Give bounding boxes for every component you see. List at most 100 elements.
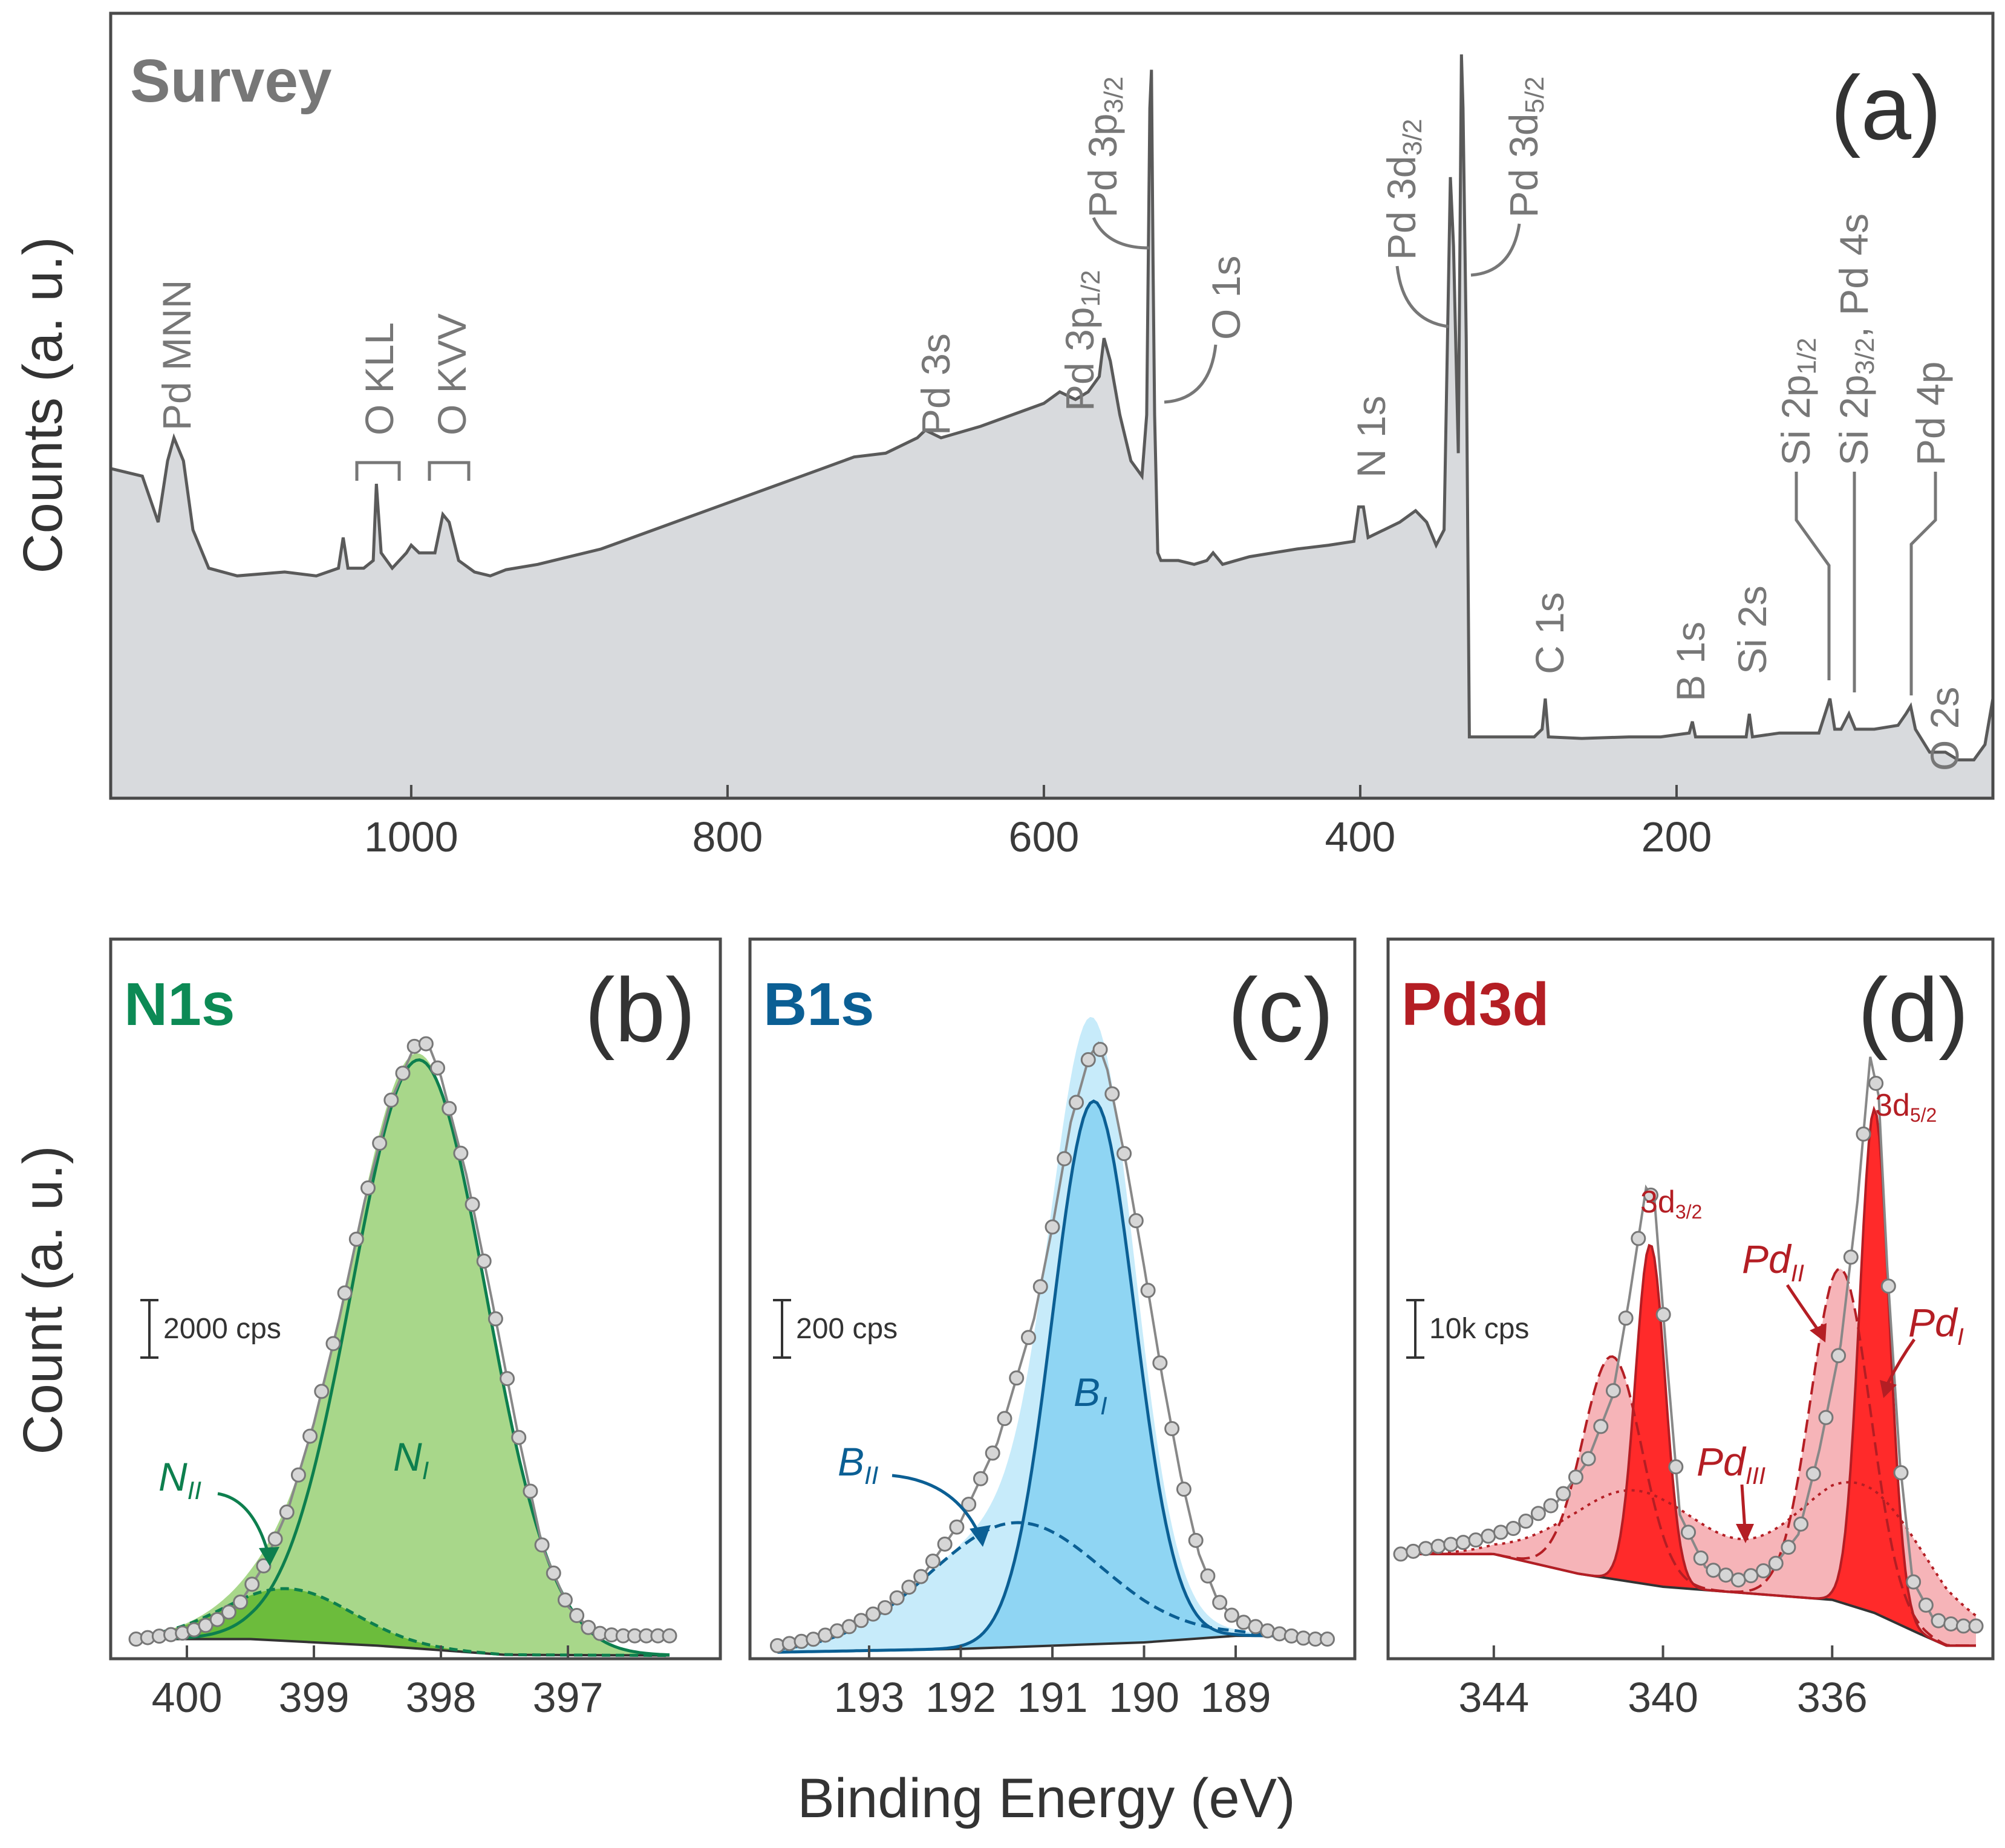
data-point xyxy=(534,1537,550,1553)
arrowhead-n-ii xyxy=(259,1547,279,1566)
data-point xyxy=(325,1336,341,1352)
data-point xyxy=(1117,1146,1132,1162)
data-point xyxy=(348,1231,364,1247)
data-point xyxy=(853,1613,869,1628)
label-b-ii: BII xyxy=(838,1439,879,1489)
data-point xyxy=(546,1565,561,1581)
data-point xyxy=(1906,1574,1922,1590)
data-point xyxy=(314,1384,330,1399)
peak-label-pd-mnn: Pd MNN xyxy=(154,280,199,431)
pd3d-title: Pd3d xyxy=(1401,971,1549,1038)
n1s-panel: 400 399 398 397 N1s (b) 2000 cps NI NII xyxy=(109,937,722,1721)
pd3d-panel: 344 340 336 Pd3d (d) 10k cps 3d3/2 3d5/2 P… xyxy=(1386,937,1995,1721)
data-point xyxy=(1045,1219,1060,1235)
data-point xyxy=(1152,1355,1168,1371)
n1s-scale-bar: 2000 cps xyxy=(140,1299,281,1359)
data-point xyxy=(889,1590,905,1606)
n1s-component-nii-fill xyxy=(136,1589,670,1656)
n1s-frame xyxy=(109,937,722,1661)
n1s-component-ni-fill xyxy=(136,1053,670,1656)
data-point xyxy=(453,1145,469,1161)
n1s-title: N1s xyxy=(124,971,235,1038)
data-point xyxy=(1805,1466,1821,1482)
n1s-component-nii-line xyxy=(135,1587,670,1658)
peak-label-b-1s: B 1s xyxy=(1668,622,1713,701)
c-tick-label-191: 191 xyxy=(1017,1674,1088,1721)
panel-tag-b: (b) xyxy=(585,959,696,1061)
data-point xyxy=(418,1036,434,1052)
data-point xyxy=(1418,1541,1433,1557)
data-point xyxy=(1693,1550,1709,1566)
data-point xyxy=(1455,1535,1471,1550)
peak-label-o-kll: O KLL xyxy=(357,322,402,435)
data-point xyxy=(1430,1538,1446,1554)
data-point xyxy=(1393,1546,1409,1562)
label-n-i: NI xyxy=(393,1434,429,1485)
survey-frame xyxy=(109,11,1995,800)
data-point xyxy=(1104,1086,1120,1102)
data-point xyxy=(1743,1568,1759,1584)
label-b-i: BI xyxy=(1074,1370,1107,1420)
d-tick-label-344: 344 xyxy=(1458,1674,1529,1721)
data-point xyxy=(1880,1278,1896,1294)
data-point xyxy=(1968,1618,1984,1634)
label-3d32: 3d3/2 xyxy=(1640,1185,1702,1223)
data-point xyxy=(1176,1482,1192,1497)
peak-label-n-1s: N 1s xyxy=(1349,395,1394,478)
d-tick-label-336: 336 xyxy=(1797,1674,1868,1721)
n1s-data-points xyxy=(128,1036,677,1647)
svg-text:2000 cps: 2000 cps xyxy=(163,1313,281,1345)
c-tick-label-193: 193 xyxy=(834,1674,905,1721)
data-point xyxy=(1593,1419,1609,1434)
data-point xyxy=(442,1101,457,1116)
data-point xyxy=(476,1253,492,1269)
survey-spectrum-area xyxy=(111,54,1993,798)
peak-label-pd-3p12: Pd 3p1/2 xyxy=(1057,270,1106,411)
peak-label-o-1s: O 1s xyxy=(1204,256,1248,340)
data-point xyxy=(302,1428,318,1444)
data-point xyxy=(949,1519,965,1535)
data-point xyxy=(557,1592,573,1608)
arrow-n-ii xyxy=(217,1492,271,1558)
pd3d-component-pdi-fill xyxy=(1401,1109,1976,1646)
label-3d52: 3d5/2 xyxy=(1875,1088,1937,1126)
panel-tag-a: (a) xyxy=(1831,57,1941,158)
svg-text:200 cps: 200 cps xyxy=(796,1313,898,1345)
data-point xyxy=(1818,1410,1834,1425)
data-point xyxy=(1020,1330,1036,1345)
data-point xyxy=(1943,1616,1959,1632)
data-point xyxy=(769,1638,785,1653)
survey-x-axis: 1000 800 600 400 200 xyxy=(364,785,1712,861)
pd3d-arrowheads xyxy=(1736,1323,1897,1543)
data-point xyxy=(1406,1543,1421,1559)
data-point xyxy=(985,1445,1000,1461)
b1s-component-bi-fill xyxy=(777,1101,1328,1653)
leader-o-kvv xyxy=(428,461,471,481)
data-point xyxy=(487,1311,503,1327)
data-point xyxy=(841,1619,857,1635)
data-point xyxy=(925,1554,941,1569)
data-point xyxy=(866,1606,881,1622)
b1s-x-axis: 193 192 191 190 189 xyxy=(834,1645,1271,1721)
data-point xyxy=(1843,1249,1859,1265)
data-point xyxy=(1631,1231,1646,1246)
c-tick-label-190: 190 xyxy=(1109,1674,1179,1721)
peak-label-si-2p12: Si 2p1/2 xyxy=(1773,337,1822,466)
data-point xyxy=(1831,1348,1847,1364)
data-point xyxy=(372,1135,388,1151)
peak-label-pd-3d52: Pd 3d5/2 xyxy=(1501,76,1550,218)
data-point xyxy=(279,1505,295,1520)
data-point xyxy=(937,1536,953,1552)
data-point xyxy=(209,1612,225,1627)
data-point xyxy=(997,1411,1012,1427)
data-point xyxy=(465,1197,480,1212)
shared-x-axis-label: Binding Energy (eV) xyxy=(797,1768,1295,1829)
label-n-ii: NII xyxy=(158,1454,201,1505)
pd3d-frame xyxy=(1386,937,1995,1661)
label-pd-iii: PdIII xyxy=(1697,1439,1765,1489)
data-point xyxy=(877,1600,893,1616)
data-point xyxy=(569,1608,585,1624)
survey-tick-label-200: 200 xyxy=(1641,813,1712,861)
b1s-scale-bar: 200 cps xyxy=(773,1299,898,1359)
data-point xyxy=(794,1633,809,1649)
